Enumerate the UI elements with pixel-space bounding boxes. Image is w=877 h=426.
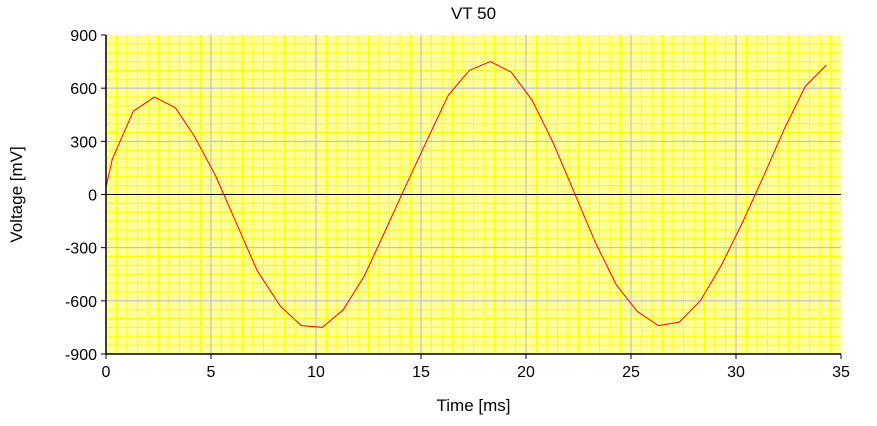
x-tick-label: 25 — [622, 364, 640, 381]
x-tick-label: 35 — [832, 364, 850, 381]
y-tick-label: 600 — [70, 81, 97, 98]
x-tick-label: 20 — [517, 364, 535, 381]
series-layer — [105, 61, 827, 328]
chart-title: VT 50 — [451, 4, 496, 23]
y-tick-label: 0 — [88, 188, 97, 205]
x-tick-label: 15 — [412, 364, 430, 381]
x-tick-label: 30 — [727, 364, 745, 381]
y-axis-ticks: -900 -600 -300 0 300 600 900 — [65, 28, 106, 364]
y-tick-label: -900 — [65, 347, 97, 364]
x-axis-ticks: 0 5 10 15 20 25 30 35 — [102, 354, 850, 381]
x-tick-label: 0 — [102, 364, 111, 381]
y-axis-label: Voltage [mV] — [7, 146, 26, 242]
x-tick-label: 10 — [307, 364, 325, 381]
y-tick-label: -600 — [65, 294, 97, 311]
x-axis-label: Time [ms] — [437, 396, 511, 415]
y-tick-label: 300 — [70, 134, 97, 151]
y-tick-label: -300 — [65, 241, 97, 258]
x-tick-label: 5 — [207, 364, 216, 381]
series-line — [105, 61, 827, 328]
y-tick-label: 900 — [70, 28, 97, 45]
